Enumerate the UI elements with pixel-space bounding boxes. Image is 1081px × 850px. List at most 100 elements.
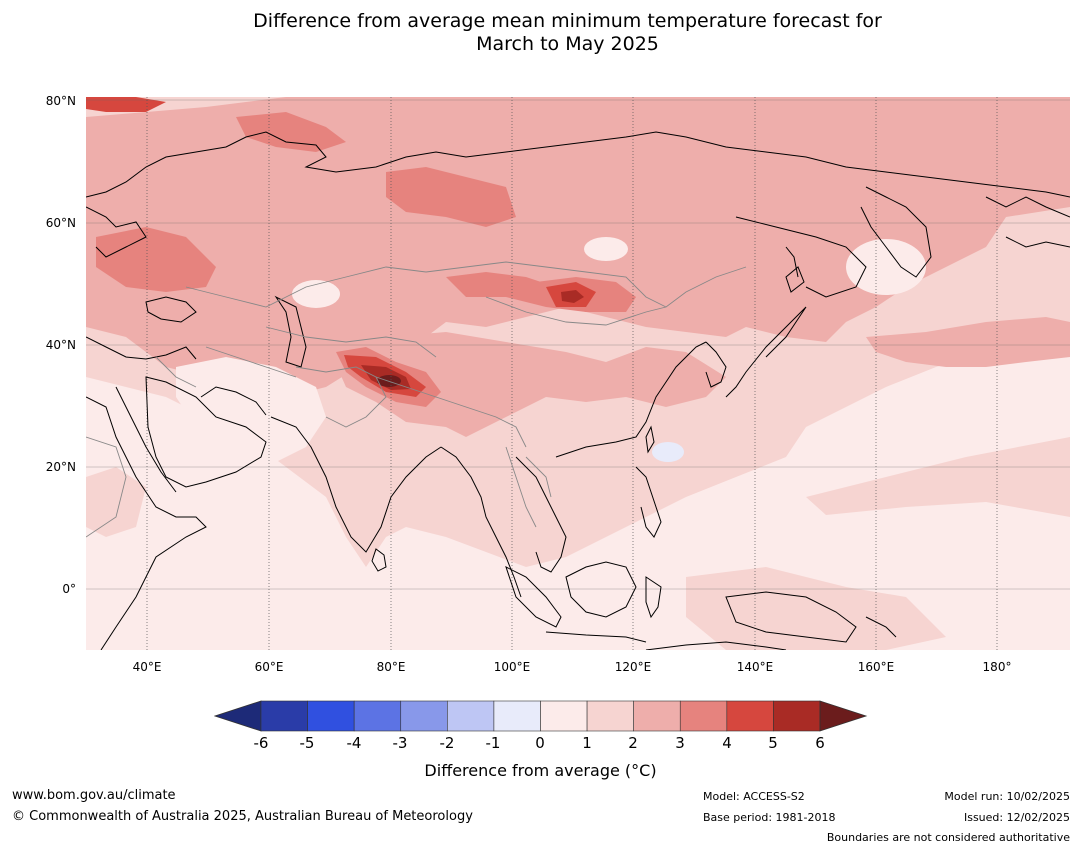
map-title: Difference from average mean minimum tem…: [0, 10, 1081, 56]
colorbar-tick-neg4: -4: [346, 734, 362, 752]
colorbar-cell: [586, 700, 634, 732]
colorbar-tick-neg5: -5: [299, 734, 315, 752]
coastlines: [86, 131, 1070, 650]
lon-label-80e: 80°E: [376, 660, 406, 674]
forecast-map: [86, 97, 1070, 650]
border-india-china: [375, 376, 527, 448]
coast-okhotsk: [735, 216, 867, 298]
coast-kamchatka: [860, 186, 932, 278]
footer-base-period: Base period: 1981-2018: [703, 811, 836, 824]
lon-label-180: 180°: [982, 660, 1012, 674]
coast-red-sea: [115, 386, 177, 493]
coast-taiwan: [645, 425, 655, 454]
lat-label-80n: 80°N: [45, 94, 76, 108]
coast-india: [270, 416, 442, 553]
colorbar-label: Difference from average (°C): [424, 761, 657, 780]
colorbar: [213, 700, 868, 732]
coast-black-sea: [145, 296, 197, 323]
coast-indochina: [515, 456, 567, 573]
border-central-asia: [265, 326, 437, 358]
shade-band-2-3-tibet: [326, 332, 726, 437]
border-iran: [205, 346, 297, 378]
colorbar-cell: [353, 700, 402, 732]
coast-africa-horn: [86, 396, 207, 650]
coast-europe-north: [86, 131, 1070, 198]
shade-hole-0-1-siberia: [584, 237, 628, 261]
colorbar-tick-2: 2: [628, 734, 638, 752]
shade-band-3-4-arctic: [236, 112, 346, 152]
colorbar-svg: [213, 700, 868, 732]
shade-hole-0-1-arabia: [176, 357, 326, 467]
colorbar-tick-0: 0: [535, 734, 545, 752]
colorbar-cell: [540, 700, 588, 732]
coast-sakhalin: [785, 246, 799, 278]
shade-band-neg1-0: [652, 442, 684, 462]
shade-band-2-3-siberia: [86, 97, 1070, 397]
coast-solomon: [865, 616, 897, 638]
lon-label-40e: 40°E: [132, 660, 162, 674]
coast-bay-bengal: [440, 446, 522, 598]
coast-java: [545, 631, 647, 643]
colorbar-tick-neg2: -2: [439, 734, 455, 752]
map-title-line1: Difference from average mean minimum tem…: [253, 10, 882, 32]
footer-model-run: Model run: 10/02/2025: [944, 790, 1070, 803]
lon-label-140e: 140°E: [736, 660, 774, 674]
coast-sulawesi: [645, 576, 662, 619]
lat-label-20n: 20°N: [45, 460, 76, 474]
map-title-line2: March to May 2025: [476, 33, 659, 55]
border-russia-kazakhstan: [185, 266, 427, 308]
border-africa: [86, 436, 127, 538]
border-laos-vietnam: [525, 456, 552, 498]
lat-label-0: 0°: [62, 582, 76, 596]
footer-website: www.bom.gov.au/climate: [12, 788, 176, 803]
colorbar-cell: [260, 700, 308, 732]
border-russia-mongolia: [425, 261, 747, 308]
latitude-gridlines: [86, 99, 1070, 590]
coast-persian-gulf: [200, 386, 267, 416]
coast-west-alaska: [1005, 236, 1070, 248]
colorbar-cell: [679, 700, 728, 732]
colorbar-cells: [260, 700, 821, 732]
coast-caspian: [274, 295, 307, 368]
border-myanmar-thailand: [505, 446, 537, 528]
coast-borneo: [565, 561, 637, 618]
footer-issued: Issued: 12/02/2025: [963, 811, 1070, 824]
colorbar-tick-neg1: -1: [485, 734, 501, 752]
shade-band-1-2-west: [86, 467, 146, 537]
colorbar-over-arrow: [819, 700, 868, 732]
coast-japan: [725, 306, 807, 398]
map-svg: [86, 97, 1070, 650]
coast-korea: [705, 341, 727, 388]
colorbar-cell: [493, 700, 541, 732]
colorbar-cell: [773, 700, 821, 732]
shade-band-5-6-gobi: [561, 290, 584, 303]
coast-scandinavia: [86, 206, 147, 258]
colorbar-cell: [307, 700, 355, 732]
shade-band-1-2-pacific: [806, 437, 1070, 517]
coast-philippines: [635, 466, 662, 538]
colorbar-tick-1: 1: [582, 734, 592, 752]
lon-label-120e: 120°E: [614, 660, 652, 674]
colorbar-cell: [726, 700, 774, 732]
lon-label-160e: 160°E: [857, 660, 895, 674]
coast-sumatra: [505, 566, 562, 628]
longitude-gridlines: [146, 97, 998, 650]
shade-band-3-4-urals: [386, 167, 516, 227]
coast-alaska: [985, 196, 1070, 218]
colorbar-tick-neg3: -3: [392, 734, 408, 752]
lon-label-60e: 60°E: [254, 660, 284, 674]
colorbar-cell: [633, 700, 681, 732]
lat-label-60n: 60°N: [45, 216, 76, 230]
colorbar-cell: [400, 700, 448, 732]
lon-label-100e: 100°E: [493, 660, 531, 674]
footer-model: Model: ACCESS-S2: [703, 790, 805, 803]
coast-australia-north: [645, 641, 787, 650]
footer-copyright: © Commonwealth of Australia 2025, Austra…: [12, 809, 473, 824]
coast-china-south: [555, 341, 707, 458]
shade-band-3-4-europe: [96, 227, 216, 292]
border-iraq-saudi: [155, 356, 197, 388]
country-borders: [86, 261, 747, 538]
coast-arabia: [145, 376, 267, 488]
colorbar-tick-5: 5: [768, 734, 778, 752]
coast-new-guinea: [725, 591, 857, 643]
